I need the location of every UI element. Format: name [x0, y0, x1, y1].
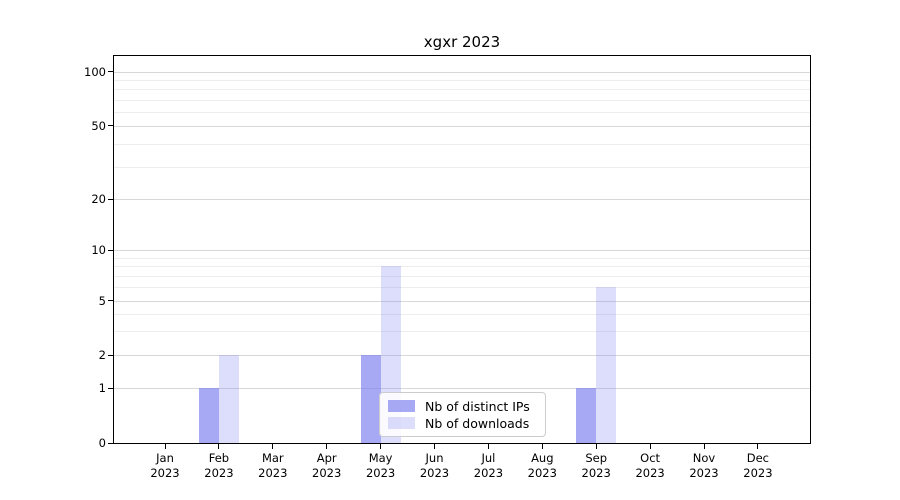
legend: Nb of distinct IPs Nb of downloads	[379, 392, 546, 437]
legend-item-downloads: Nb of downloads	[388, 415, 537, 431]
bar-sep-2023-nb-of-downloads	[596, 287, 617, 443]
ytick-label-5: 5	[98, 293, 106, 308]
gridline-y-10	[114, 250, 810, 251]
gridline-minor-y-9	[114, 257, 810, 259]
xtick-label-jan-2023: Jan 2023	[150, 451, 180, 480]
bar-may-2023-nb-of-distinct-ips	[360, 355, 381, 443]
gridline-minor-y-80	[114, 89, 810, 91]
x-tick-oct-2023	[649, 444, 651, 449]
x-tick-aug-2023	[541, 444, 543, 449]
y-tick-5	[108, 300, 113, 302]
gridline-minor-y-30	[114, 166, 810, 168]
gridline-minor-y-8	[114, 266, 810, 268]
gridline-minor-y-90	[114, 80, 810, 82]
xtick-label-aug-2023: Aug 2023	[527, 451, 557, 480]
xtick-label-mar-2023: Mar 2023	[258, 451, 288, 480]
xtick-label-feb-2023: Feb 2023	[204, 451, 234, 480]
x-tick-apr-2023	[326, 444, 328, 449]
y-tick-1	[108, 387, 113, 389]
xtick-label-may-2023: May 2023	[365, 451, 396, 480]
xtick-label-sep-2023: Sep 2023	[581, 451, 611, 480]
x-tick-jun-2023	[434, 444, 435, 449]
gridline-minor-y-3	[114, 331, 810, 333]
xtick-label-nov-2023: Nov 2023	[689, 451, 719, 480]
x-tick-dec-2023	[757, 444, 759, 449]
gridline-y-100	[114, 71, 810, 73]
ytick-label-1: 1	[98, 381, 106, 395]
x-tick-sep-2023	[595, 444, 597, 449]
ytick-label-2: 2	[98, 348, 106, 363]
gridline-y-5	[114, 300, 810, 302]
gridline-minor-y-6	[114, 287, 810, 289]
gridline-minor-y-70	[114, 99, 810, 101]
y-tick-10	[108, 249, 113, 251]
xtick-label-jul-2023: Jul 2023	[473, 451, 504, 480]
gridline-minor-y-4	[114, 314, 810, 315]
ytick-label-20: 20	[91, 192, 106, 207]
gridline-y-20	[114, 199, 810, 201]
gridline-minor-y-40	[114, 143, 810, 145]
legend-item-distinct-ips: Nb of distinct IPs	[388, 398, 537, 414]
ytick-label-100: 100	[84, 64, 106, 79]
xtick-label-jun-2023: Jun 2023	[419, 451, 450, 480]
xtick-label-dec-2023: Dec 2023	[743, 451, 773, 480]
x-tick-may-2023	[380, 444, 382, 449]
gridline-y-2	[114, 355, 810, 357]
legend-swatch-downloads	[388, 417, 415, 429]
bar-feb-2023-nb-of-distinct-ips	[198, 388, 219, 443]
gridline-y-1	[114, 388, 810, 389]
y-tick-50	[108, 125, 113, 127]
ytick-label-10: 10	[91, 243, 106, 257]
legend-swatch-distinct-ips	[388, 400, 415, 412]
x-tick-nov-2023	[703, 444, 705, 449]
gridline-minor-y-7	[114, 276, 810, 278]
plot-area	[113, 55, 811, 444]
chart-title: xgxr 2023	[423, 33, 501, 51]
bar-feb-2023-nb-of-downloads	[218, 355, 239, 443]
gridline-minor-y-60	[114, 111, 810, 113]
ytick-label-50: 50	[91, 118, 106, 133]
y-tick-2	[108, 354, 113, 356]
y-tick-100	[108, 71, 113, 73]
legend-label-downloads: Nb of downloads	[425, 415, 530, 431]
gridline-y-50	[114, 125, 810, 127]
xtick-label-apr-2023: Apr 2023	[312, 451, 342, 480]
bar-sep-2023-nb-of-distinct-ips	[576, 388, 597, 443]
legend-label-distinct-ips: Nb of distinct IPs	[425, 398, 530, 414]
ytick-label-0: 0	[98, 436, 106, 450]
y-tick-0	[108, 442, 113, 444]
x-tick-jan-2023	[164, 444, 166, 449]
y-tick-20	[108, 198, 113, 200]
x-tick-mar-2023	[272, 444, 274, 449]
xtick-label-oct-2023: Oct 2023	[635, 451, 665, 480]
x-tick-feb-2023	[218, 444, 220, 449]
x-tick-jul-2023	[487, 444, 489, 449]
